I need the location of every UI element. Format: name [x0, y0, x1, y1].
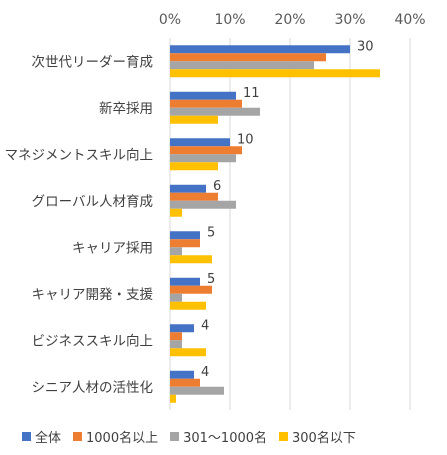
data-label: 6 [213, 179, 221, 194]
bar [170, 247, 182, 256]
legend-label: 300名以下 [292, 430, 356, 446]
legend-swatch [170, 431, 180, 441]
bar [170, 107, 260, 116]
x-axis-ticks: 0% 10% 20% 30% 40% [159, 12, 426, 28]
legend-item: 300名以下 [279, 427, 356, 446]
bar [170, 208, 182, 217]
category-label: 新卒採用 [99, 101, 153, 117]
bars [170, 45, 380, 403]
legend: 全体 1000名以上 301～1000名 300名以下 [22, 424, 442, 448]
data-label: 10 [237, 132, 254, 147]
bar [170, 61, 314, 70]
data-labels: 30 11 10 6 5 5 4 4 [201, 39, 374, 380]
bar [170, 324, 194, 333]
category-label: シニア人材の活性化 [32, 380, 154, 396]
data-label: 5 [207, 225, 215, 240]
bar [170, 348, 206, 357]
data-label: 11 [243, 86, 260, 101]
x-tick-label: 40% [394, 12, 425, 28]
bar [170, 239, 200, 248]
bar [170, 53, 326, 62]
bar [170, 340, 182, 349]
legend-swatch [73, 431, 83, 441]
legend-item: 301～1000名 [170, 427, 267, 446]
bar [170, 200, 236, 209]
bar [170, 45, 350, 54]
category-label: マネジメントスキル向上 [5, 147, 154, 163]
bar [170, 378, 200, 387]
data-label: 30 [357, 39, 374, 54]
data-label: 5 [207, 272, 215, 287]
legend-item: 1000名以上 [73, 427, 158, 446]
legend-item: 全体 [22, 427, 61, 446]
bar [170, 231, 200, 240]
bar [170, 192, 218, 201]
bar [170, 162, 218, 171]
bar [170, 293, 182, 302]
bar [170, 370, 194, 379]
x-tick-label: 10% [214, 12, 245, 28]
bar [170, 277, 200, 286]
legend-label: 全体 [35, 430, 62, 446]
bar [170, 69, 380, 78]
legend-swatch [279, 431, 289, 441]
bar [170, 285, 212, 294]
bar [170, 255, 212, 264]
data-label: 4 [201, 365, 209, 380]
bar [170, 138, 230, 147]
bar [170, 146, 242, 155]
bar [170, 99, 242, 108]
x-tick-label: 30% [334, 12, 365, 28]
legend-label: 301～1000名 [183, 430, 268, 446]
bar [170, 332, 182, 341]
bar [170, 115, 218, 124]
category-label: グローバル人材育成 [32, 194, 153, 210]
x-tick-label: 0% [159, 12, 181, 28]
legend-swatch [22, 431, 31, 441]
x-tick-label: 20% [274, 12, 305, 28]
category-labels: 次世代リーダー育成新卒採用マネジメントスキル向上グローバル人材育成キャリア採用キ… [5, 54, 154, 396]
bar [170, 386, 224, 395]
bar [170, 394, 176, 403]
data-label: 4 [201, 318, 209, 333]
legend-label: 1000名以上 [86, 430, 159, 446]
category-label: キャリア開発・支援 [32, 287, 154, 303]
category-label: ビジネススキル向上 [32, 333, 154, 349]
bar [170, 154, 236, 163]
category-label: 次世代リーダー育成 [32, 54, 154, 70]
bar [170, 301, 206, 310]
bar [170, 184, 206, 193]
category-label: キャリア採用 [72, 240, 153, 256]
bar [170, 91, 236, 100]
